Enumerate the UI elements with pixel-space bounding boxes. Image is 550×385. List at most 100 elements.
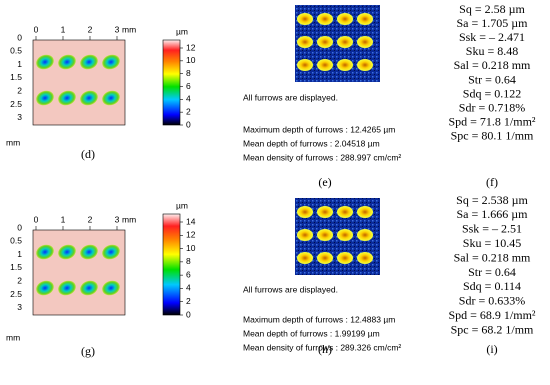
map-feature <box>36 280 54 296</box>
furrow-feature <box>337 36 353 48</box>
y-tick-label: 1.5 <box>10 262 22 272</box>
y-tick-label: 2 <box>17 85 22 95</box>
colorbar <box>162 39 181 126</box>
colorbar-label: 14 <box>186 216 196 226</box>
map-feature <box>36 54 54 70</box>
map-feature <box>58 280 76 296</box>
furrow-feature <box>297 59 313 71</box>
furrow-feature <box>297 36 313 48</box>
y-tick-label: 1.5 <box>10 72 22 82</box>
colorbar-label: 10 <box>186 243 196 253</box>
parameter: Sdr = 0.718% <box>459 100 525 114</box>
furrow-feature <box>297 229 313 241</box>
parameter: Sal = 0.218 mm <box>454 58 531 72</box>
x-unit: mm <box>122 214 136 224</box>
colorbar-label: 2 <box>186 106 191 116</box>
x-tick-label: 3 <box>115 24 120 34</box>
x-unit: mm <box>122 24 136 34</box>
panel-label: (h) <box>318 342 332 356</box>
panel-label: (f) <box>486 175 498 189</box>
panel-label: (i) <box>486 342 497 356</box>
colorbar-label: 4 <box>186 283 191 293</box>
y-unit: mm <box>6 332 20 342</box>
furrow-feature <box>357 252 373 264</box>
y-unit: mm <box>6 137 20 147</box>
parameter: Sa = 1.666 µm <box>456 207 528 221</box>
map-feature <box>58 54 76 70</box>
furrow-feature <box>337 252 353 264</box>
parameter: Sdq = 0.122 <box>463 86 521 100</box>
colorbar-label: 0 <box>186 119 191 129</box>
furrow-feature <box>317 36 333 48</box>
furrow-feature <box>357 206 373 218</box>
parameter: Str = 0.64 <box>468 265 516 279</box>
map-feature <box>80 54 98 70</box>
furrow-note: All furrows are displayed. <box>243 284 338 294</box>
furrow-feature <box>357 13 373 25</box>
colorbar-label: 12 <box>186 230 196 240</box>
colorbar-label: 8 <box>186 68 191 78</box>
x-tick-label: 0 <box>34 214 39 224</box>
furrow-feature <box>317 229 333 241</box>
colorbar-label: 6 <box>186 81 191 91</box>
colorbar-label: 12 <box>186 42 196 52</box>
colorbar-unit: µm <box>176 26 188 36</box>
colorbar-label: 6 <box>186 269 191 279</box>
parameter: Sdq = 0.114 <box>463 279 521 293</box>
colorbar-label: 10 <box>186 55 196 65</box>
furrow-feature <box>297 13 313 25</box>
panel-label: (g) <box>81 344 95 358</box>
colorbar-label: 8 <box>186 256 191 266</box>
furrow-feature <box>317 59 333 71</box>
x-tick-label: 3 <box>115 214 120 224</box>
furrow-feature <box>357 36 373 48</box>
map-feature <box>58 90 76 106</box>
furrow-feature <box>317 206 333 218</box>
furrow-stat: Mean density of furrows : 289.326 cm/cm² <box>243 342 401 352</box>
map-feature <box>36 244 54 260</box>
map-feature <box>102 244 120 260</box>
parameter: Sal = 0.218 mm <box>454 250 531 264</box>
panel-label: (d) <box>81 147 95 161</box>
parameter: Str = 0.64 <box>468 72 516 86</box>
furrow-feature <box>337 13 353 25</box>
y-tick-label: 1 <box>17 249 22 259</box>
colorbar-label: 4 <box>186 94 191 104</box>
panel-label: (e) <box>318 175 331 189</box>
parameter: Ssk = – 2.51 <box>462 222 522 236</box>
furrow-feature <box>337 229 353 241</box>
parameter: Sku = 10.45 <box>463 236 521 250</box>
y-tick-label: 2 <box>17 275 22 285</box>
x-tick-label: 2 <box>88 214 93 224</box>
parameter: Sku = 8.48 <box>466 44 518 58</box>
furrow-note: All furrows are displayed. <box>243 92 338 102</box>
y-tick-label: 0 <box>17 32 22 42</box>
y-tick-label: 0.5 <box>10 236 22 246</box>
parameter: Spc = 68.2 1/mm <box>451 322 534 336</box>
furrow-feature <box>317 252 333 264</box>
parameter: Spc = 80.1 1/mm <box>451 129 534 143</box>
parameter: Spd = 71.8 1/mm² <box>448 115 535 129</box>
map-feature <box>80 244 98 260</box>
furrow-stat: Mean depth of furrows : 2.04518 µm <box>243 138 380 148</box>
map-feature <box>80 90 98 106</box>
furrow-feature <box>357 59 373 71</box>
y-tick-label: 1 <box>17 59 22 69</box>
map-feature <box>80 280 98 296</box>
x-tick-label: 2 <box>88 24 93 34</box>
furrow-stat: Maximum depth of furrows : 12.4265 µm <box>243 124 395 134</box>
y-tick-label: 0.5 <box>10 46 22 56</box>
y-tick-label: 0 <box>17 222 22 232</box>
y-tick-label: 2.5 <box>10 289 22 299</box>
y-tick-label: 3 <box>17 112 22 122</box>
furrow-feature <box>317 13 333 25</box>
parameter: Spd = 68.9 1/mm² <box>448 308 535 322</box>
x-tick-label: 0 <box>34 24 39 34</box>
surface-map <box>32 229 126 316</box>
colorbar-label: 2 <box>186 296 191 306</box>
furrow-stat: Maximum depth of furrows : 12.4883 µm <box>243 314 395 324</box>
furrow-feature <box>297 206 313 218</box>
parameter: Ssk = – 2.471 <box>459 30 525 44</box>
parameter: Sa = 1.705 µm <box>456 16 528 30</box>
